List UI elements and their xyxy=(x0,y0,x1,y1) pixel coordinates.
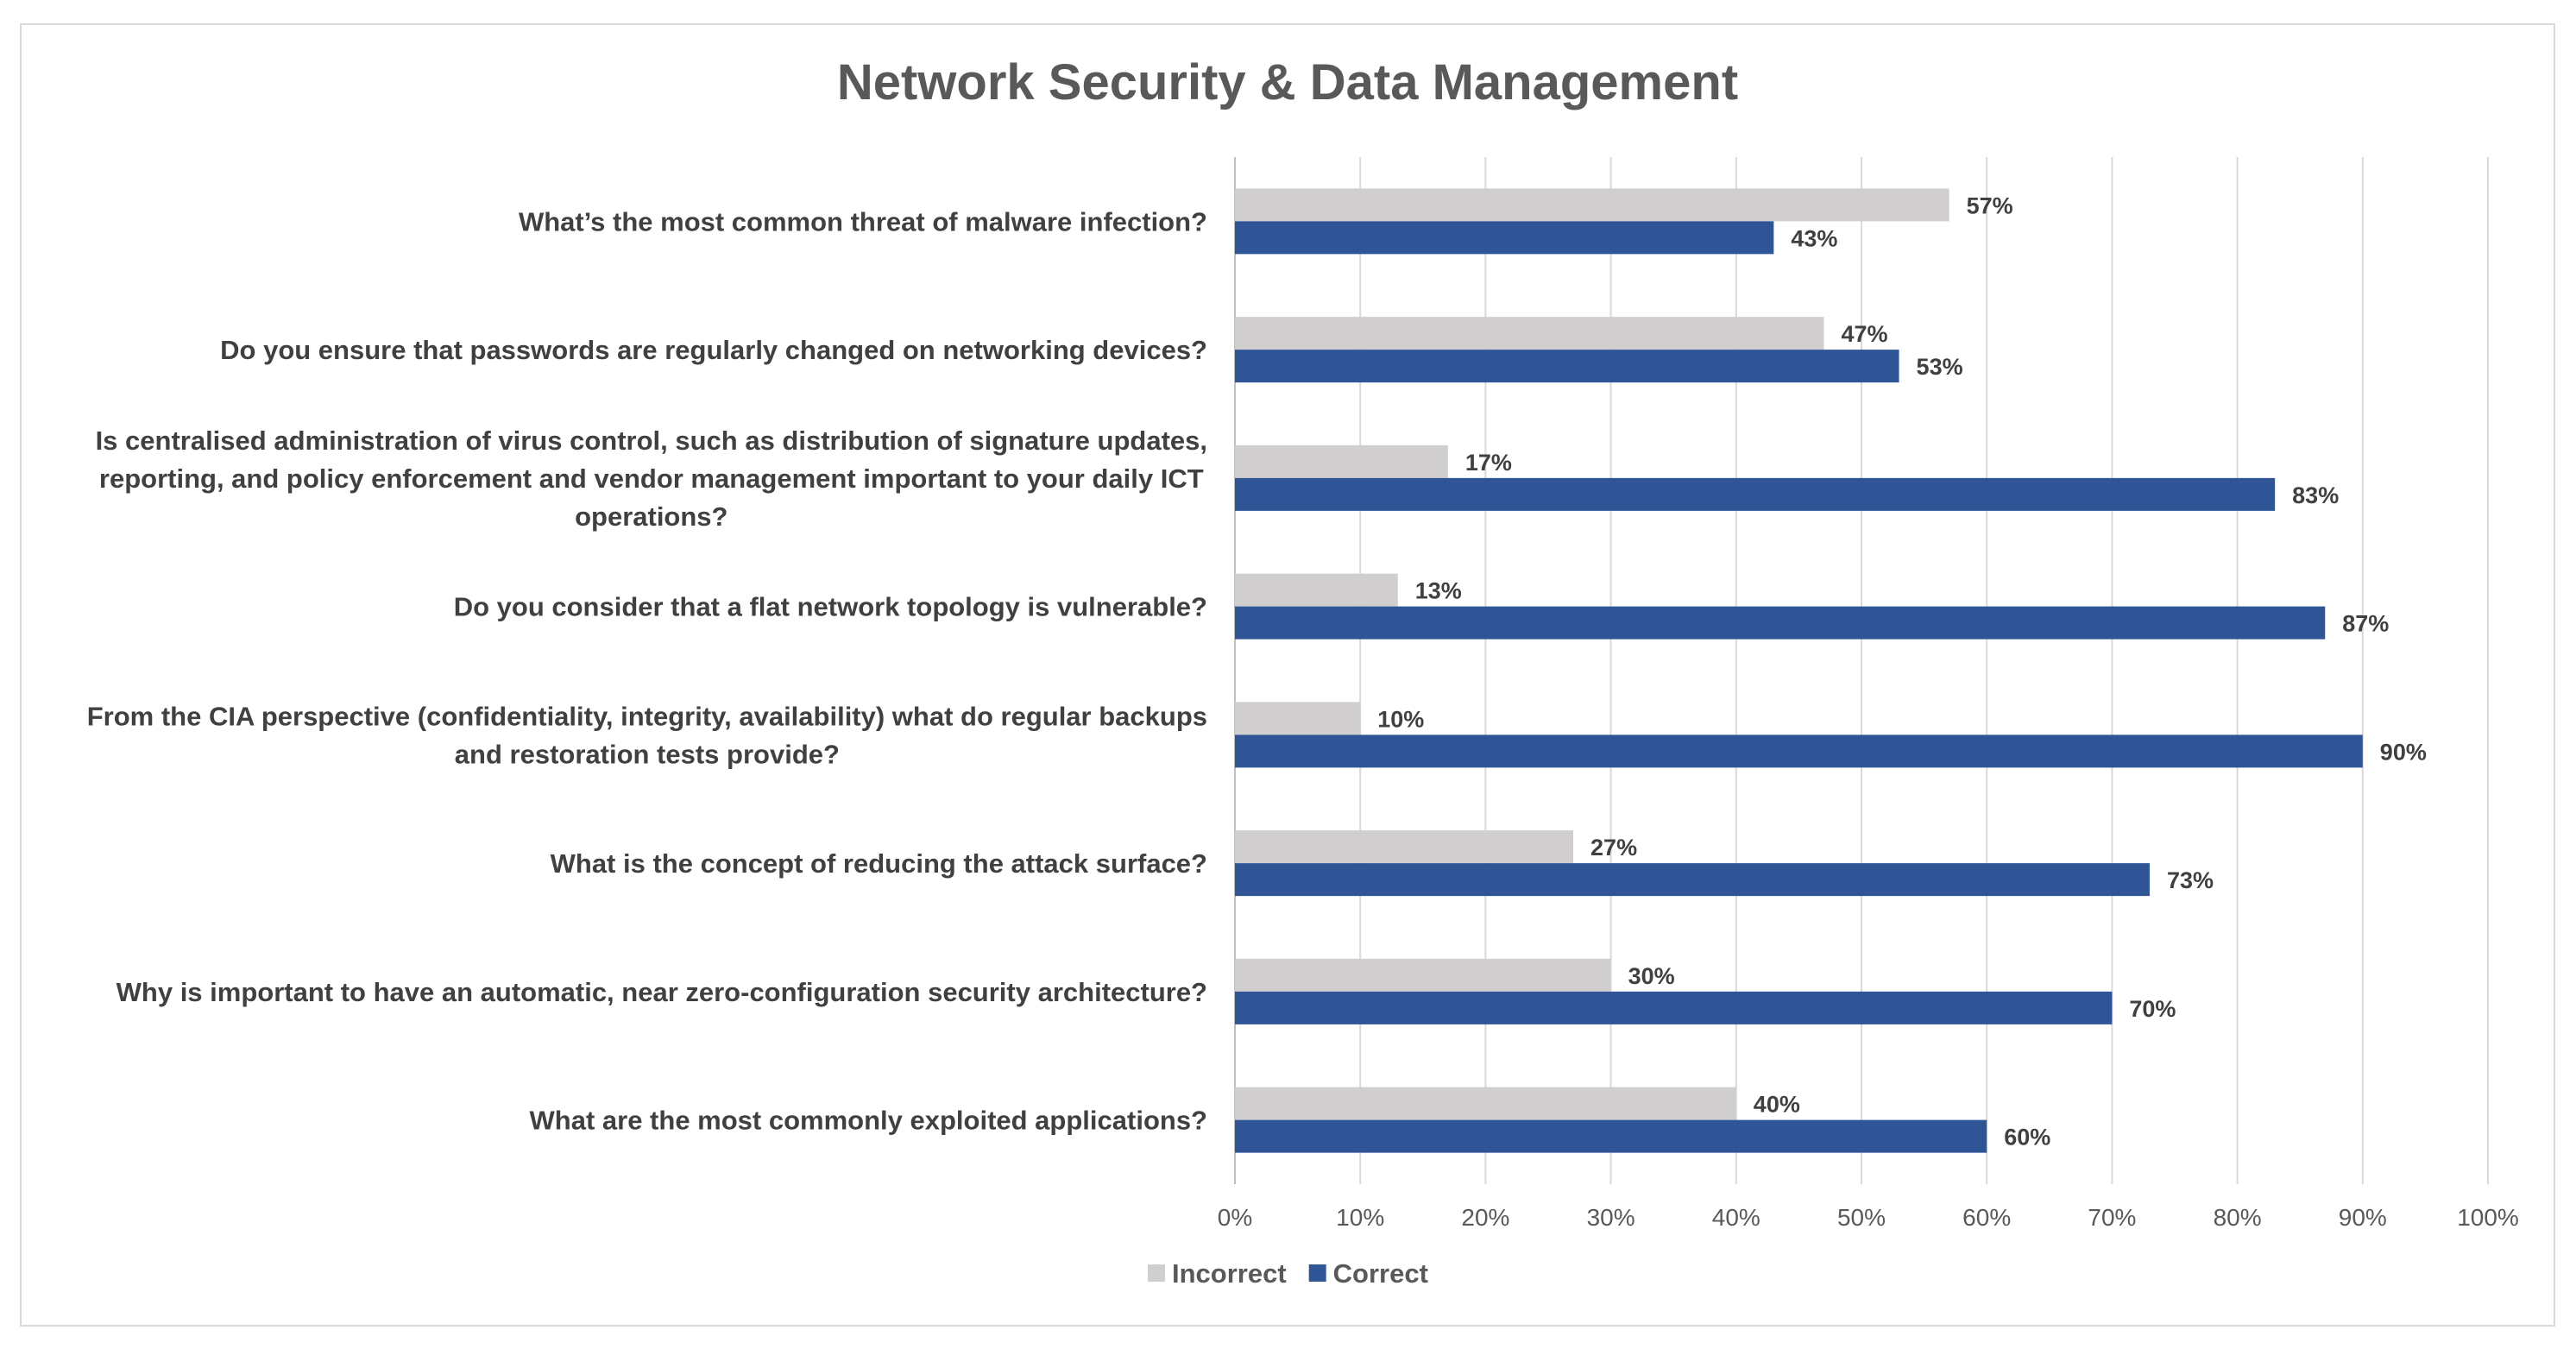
bar-correct xyxy=(1235,477,2276,511)
category-label: Do you consider that a flat network topo… xyxy=(454,592,1207,622)
data-label-incorrect: 27% xyxy=(1590,835,1637,860)
bar-incorrect xyxy=(1235,317,1824,350)
x-tick-label: 60% xyxy=(1962,1204,2011,1231)
category-label: What is the concept of reducing the atta… xyxy=(551,848,1207,879)
legend-swatch-correct xyxy=(1308,1264,1326,1282)
legend: Incorrect Correct xyxy=(1148,1258,1428,1289)
x-tick-label: 80% xyxy=(2214,1204,2262,1231)
x-tick-label: 30% xyxy=(1587,1204,1635,1231)
data-label-incorrect: 17% xyxy=(1465,450,1512,476)
category-label: Do you ensure that passwords are regular… xyxy=(220,335,1207,365)
bars: 57% 43% 47% 53% 17% 83% 13% 87% 10% 90% 27% 73% 30% 7… xyxy=(1235,188,2427,1153)
x-tick-label: 100% xyxy=(2457,1204,2519,1231)
data-label-incorrect: 10% xyxy=(1377,706,1424,732)
category-label: operations? xyxy=(575,501,727,532)
x-tick-label: 40% xyxy=(1712,1204,1760,1231)
gridlines xyxy=(1234,157,2489,1184)
bar-incorrect xyxy=(1235,573,1398,607)
x-tick-label: 0% xyxy=(1218,1204,1252,1231)
data-label-correct: 73% xyxy=(2167,867,2214,893)
bar-correct xyxy=(1235,1119,1987,1153)
data-label-incorrect: 40% xyxy=(1754,1092,1800,1118)
bar-correct xyxy=(1235,991,2113,1024)
bar-correct xyxy=(1235,863,2150,897)
x-tick-label: 10% xyxy=(1336,1204,1384,1231)
bar-incorrect xyxy=(1235,958,1611,992)
bar-correct xyxy=(1235,606,2326,640)
data-label-correct: 43% xyxy=(1791,225,1837,251)
bar-incorrect xyxy=(1235,830,1574,864)
bar-incorrect xyxy=(1235,1087,1736,1120)
category-labels: What’s the most common threat of malware… xyxy=(87,206,1207,1135)
bar-correct xyxy=(1235,734,2363,768)
x-tick-label: 70% xyxy=(2088,1204,2136,1231)
bar-correct xyxy=(1235,350,1899,383)
legend-swatch-incorrect xyxy=(1148,1264,1165,1282)
category-label: and restoration tests provide? xyxy=(455,739,840,769)
data-label-incorrect: 30% xyxy=(1628,963,1675,989)
bar-incorrect xyxy=(1235,188,1949,222)
bar-incorrect xyxy=(1235,444,1448,478)
x-axis-ticks: 0% 10% 20% 30% 40% 50% 60% 70% 80% 90% 100% xyxy=(1218,1204,2519,1231)
x-tick-label: 90% xyxy=(2339,1204,2387,1231)
category-label: What are the most commonly exploited app… xyxy=(530,1106,1207,1136)
data-label-correct: 90% xyxy=(2380,739,2427,765)
category-label: Is centralised administration of virus c… xyxy=(96,426,1207,456)
data-label-correct: 53% xyxy=(1917,354,1963,380)
data-label-incorrect: 47% xyxy=(1841,321,1887,347)
chart-title: Network Security & Data Management xyxy=(837,54,1738,110)
category-label: From the CIA perspective (confidentialit… xyxy=(87,701,1207,731)
data-label-correct: 60% xyxy=(2004,1125,2050,1150)
data-label-correct: 87% xyxy=(2342,611,2389,637)
legend-label-correct: Correct xyxy=(1333,1258,1428,1289)
category-label: reporting, and policy enforcement and ve… xyxy=(99,463,1204,494)
bar-incorrect xyxy=(1235,702,1361,735)
data-label-incorrect: 13% xyxy=(1415,578,1462,604)
category-label: What’s the most common threat of malware… xyxy=(519,206,1207,236)
bar-correct xyxy=(1235,221,1774,255)
data-label-correct: 70% xyxy=(2129,996,2176,1022)
legend-label-incorrect: Incorrect xyxy=(1172,1258,1287,1289)
data-label-correct: 83% xyxy=(2292,482,2339,508)
x-tick-label: 50% xyxy=(1837,1204,1886,1231)
x-tick-label: 20% xyxy=(1461,1204,1509,1231)
category-label: Why is important to have an automatic, n… xyxy=(117,977,1207,1007)
data-label-incorrect: 57% xyxy=(1967,192,2013,218)
